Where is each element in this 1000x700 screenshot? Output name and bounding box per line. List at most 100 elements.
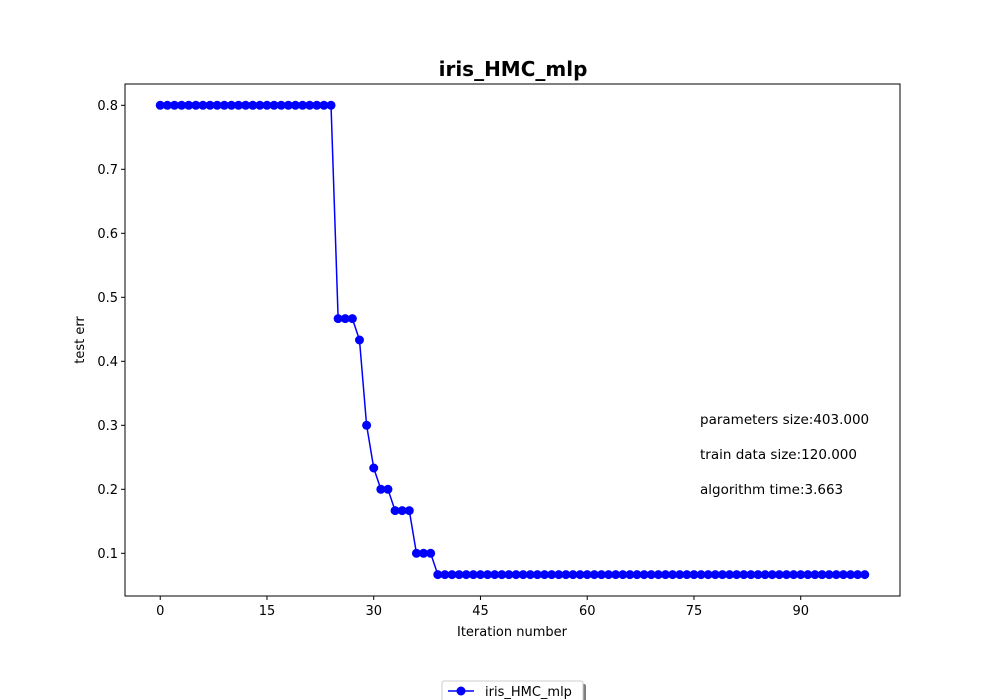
data-point [248, 100, 258, 110]
x-tick-label: 30 [365, 604, 382, 619]
data-point [319, 100, 329, 110]
data-point [305, 100, 315, 110]
data-point [490, 570, 500, 580]
data-point [369, 463, 379, 473]
data-point [262, 100, 272, 110]
data-point [255, 100, 265, 110]
data-point [497, 570, 507, 580]
data-point [518, 570, 528, 580]
data-point [611, 570, 621, 580]
data-point [846, 570, 856, 580]
data-point [340, 314, 350, 324]
data-point [661, 570, 671, 580]
data-point [746, 570, 756, 580]
data-point [625, 570, 635, 580]
data-point [169, 100, 179, 110]
data-point [162, 100, 172, 110]
data-point [219, 100, 229, 110]
data-point [810, 570, 820, 580]
data-point [860, 570, 870, 580]
data-point [767, 570, 777, 580]
data-point [853, 570, 863, 580]
data-point [426, 548, 436, 558]
y-tick-label: 0.3 [97, 419, 118, 434]
data-point [155, 100, 165, 110]
data-point [525, 570, 535, 580]
data-point [696, 570, 706, 580]
data-point [241, 100, 251, 110]
data-point [632, 570, 642, 580]
data-point [468, 570, 478, 580]
data-point [347, 314, 357, 324]
data-point [269, 100, 279, 110]
data-point [383, 484, 393, 494]
data-point [198, 100, 208, 110]
data-point [689, 570, 699, 580]
data-point [483, 570, 493, 580]
series-line [160, 104, 865, 576]
data-point [838, 570, 848, 580]
y-tick-label: 0.6 [97, 227, 118, 242]
x-tick-label: 60 [579, 604, 596, 619]
data-point [532, 570, 542, 580]
data-point [717, 570, 727, 580]
x-tick-label: 45 [472, 604, 489, 619]
data-point [191, 100, 201, 110]
data-point [461, 570, 471, 580]
data-point [646, 570, 656, 580]
data-point [803, 570, 813, 580]
legend-label: iris_HMC_mlp [485, 685, 572, 700]
x-axis-label: Iteration number [457, 625, 568, 640]
x-axis-ticks: 0 15 30 45 60 75 90 [156, 596, 809, 619]
data-point [732, 570, 742, 580]
data-point [568, 570, 578, 580]
annotations: parameters size:403.000 train data size:… [700, 412, 869, 498]
data-point [582, 570, 592, 580]
data-point [668, 570, 678, 580]
data-point [725, 570, 735, 580]
data-point [212, 100, 222, 110]
y-tick-label: 0.4 [97, 355, 118, 370]
y-tick-label: 0.1 [97, 547, 118, 562]
data-point [226, 100, 236, 110]
legend-box [441, 680, 584, 700]
data-point [234, 100, 244, 110]
data-point [561, 570, 571, 580]
data-point [817, 570, 827, 580]
data-point [326, 100, 336, 110]
data-point [682, 570, 692, 580]
data-point [411, 548, 421, 558]
series-group [155, 100, 870, 580]
data-point [511, 570, 521, 580]
x-tick-label: 15 [259, 604, 276, 619]
data-point [675, 570, 685, 580]
data-point [796, 570, 806, 580]
data-point [824, 570, 834, 580]
data-point [362, 420, 372, 430]
data-point [831, 570, 841, 580]
x-tick-label: 90 [792, 604, 809, 619]
data-point [547, 570, 557, 580]
data-point [283, 100, 293, 110]
data-point [205, 100, 215, 110]
data-point [554, 570, 564, 580]
data-point [276, 100, 286, 110]
data-point [540, 570, 550, 580]
data-point [781, 570, 791, 580]
data-point [639, 570, 649, 580]
y-tick-label: 0.7 [97, 163, 118, 178]
data-point [604, 570, 614, 580]
plot-frame [124, 83, 901, 597]
x-tick-label: 0 [156, 604, 164, 619]
data-point [760, 570, 770, 580]
data-point [475, 570, 485, 580]
annotation-train-data-size: train data size:120.000 [700, 447, 857, 463]
y-tick-label: 0.2 [97, 483, 118, 498]
y-axis-ticks: 0.1 0.2 0.3 0.4 0.5 0.6 0.7 0.8 [97, 99, 125, 562]
data-point [298, 100, 308, 110]
data-point [710, 570, 720, 580]
annotation-algorithm-time: algorithm time:3.663 [700, 482, 843, 498]
data-point [618, 570, 628, 580]
y-tick-label: 0.5 [97, 291, 118, 306]
